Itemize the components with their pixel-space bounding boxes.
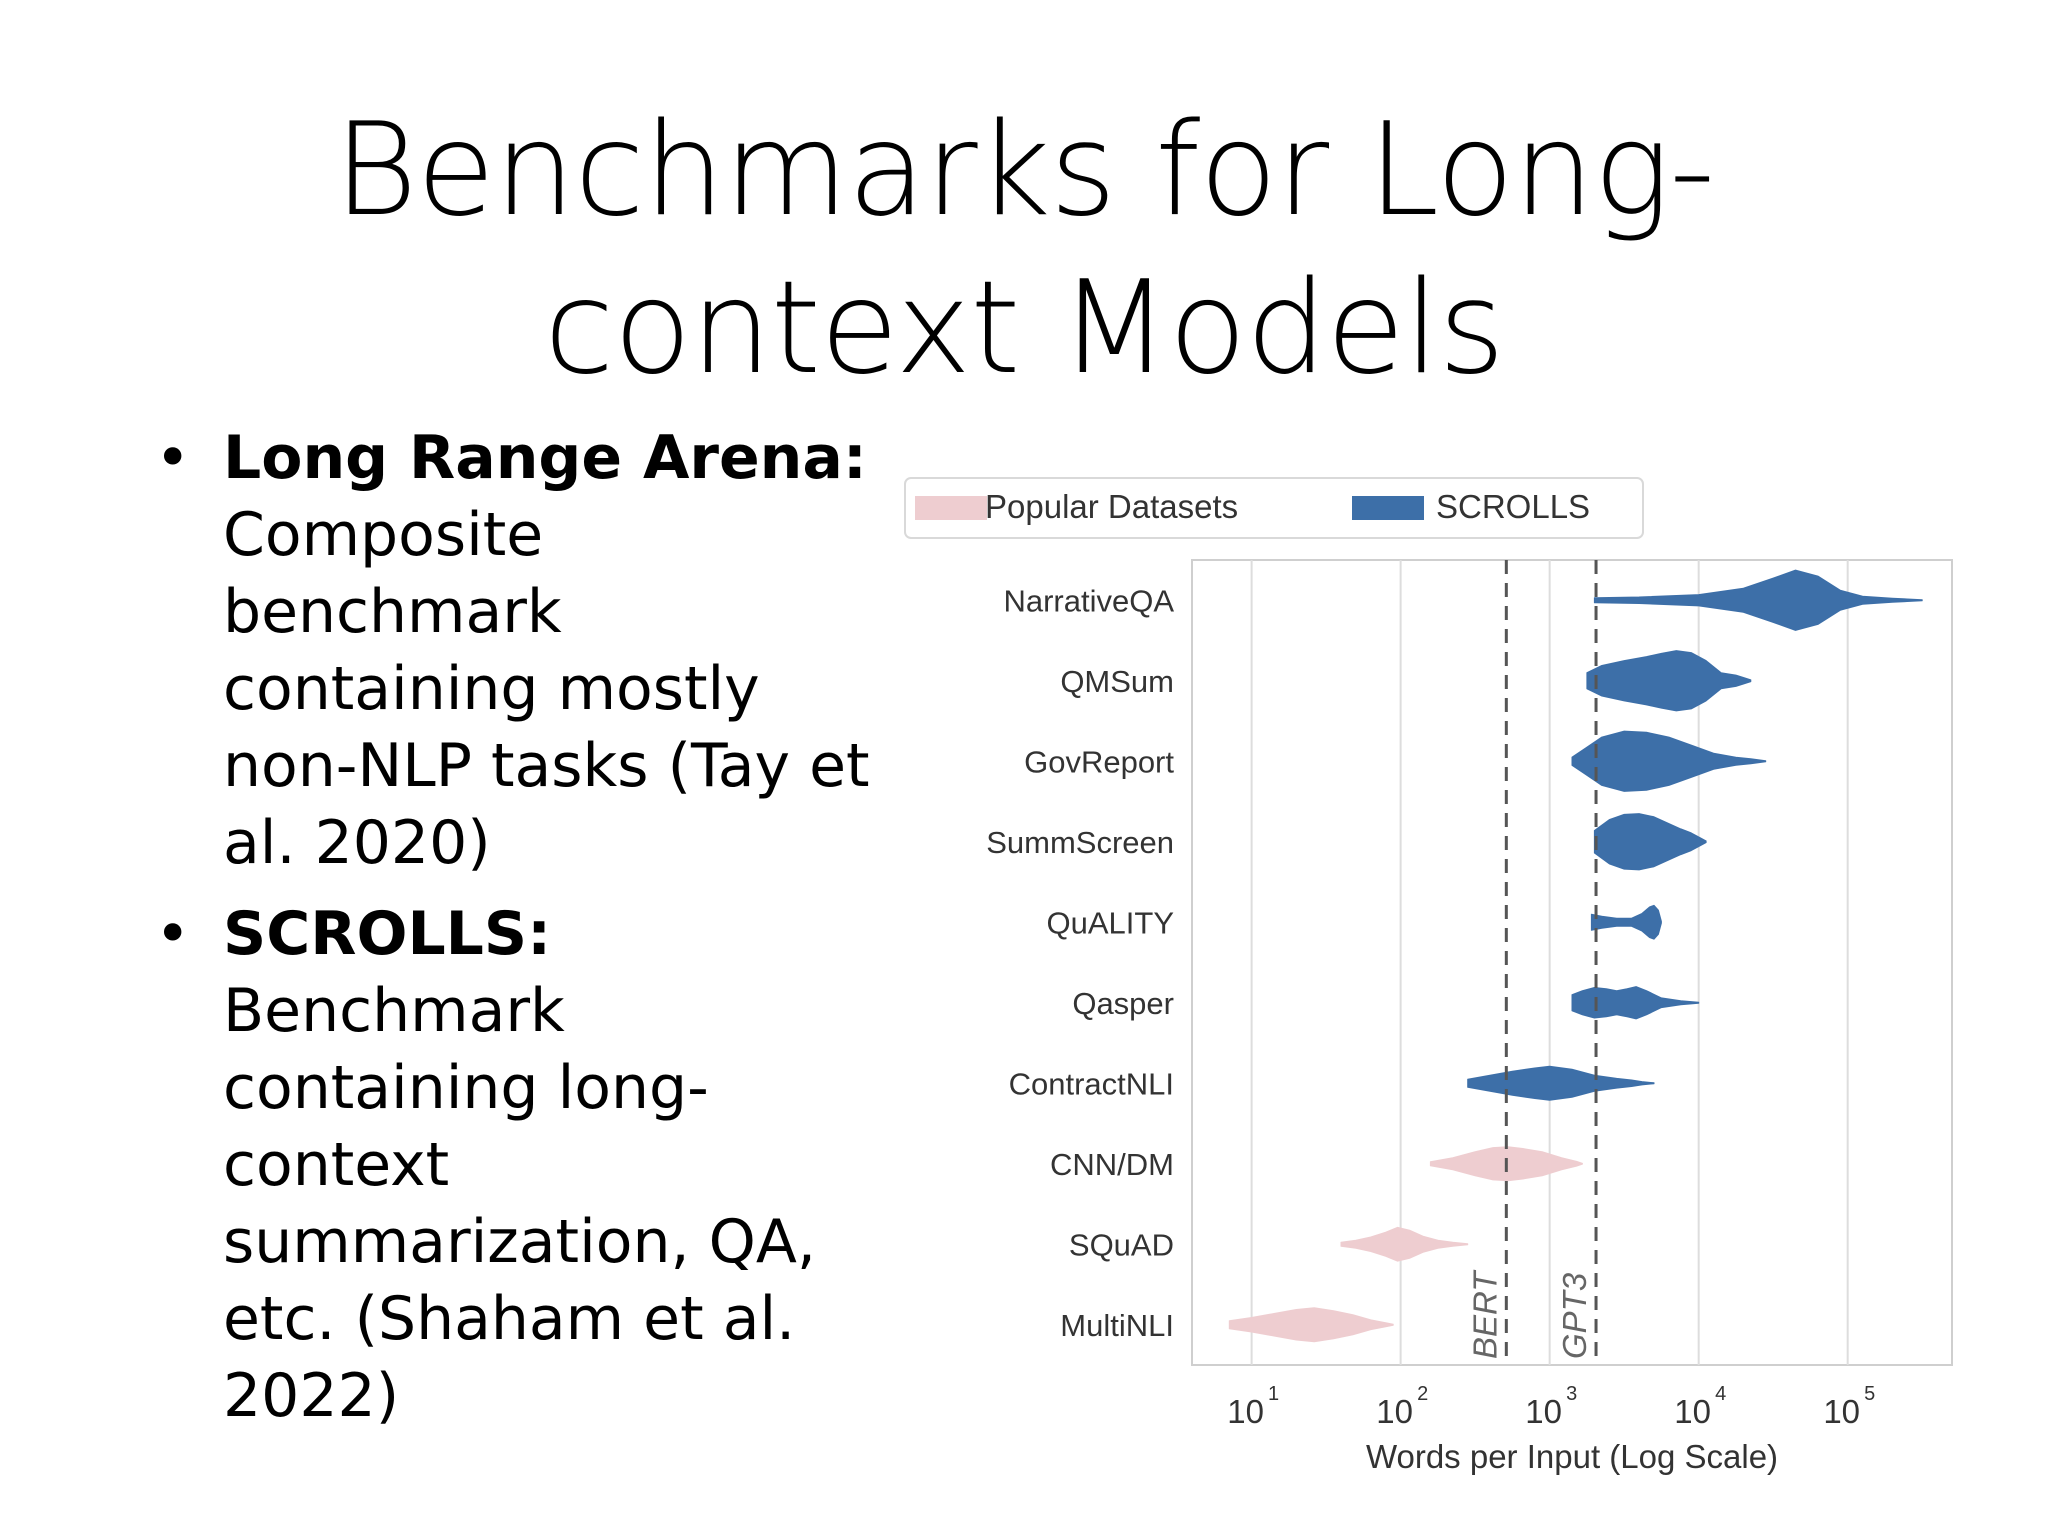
y-tick-label: QMSum [1060,664,1174,699]
violin-chart: Popular Datasets SCROLLS 10 1 10 2 10 3 10 4 10 5 Na… [900,460,1980,1490]
legend-swatch [1352,496,1424,520]
bullet-line: summarization, QA, [223,1207,816,1277]
y-tick-label: Qasper [1072,986,1174,1021]
violin-quality [1590,904,1662,940]
bullet-list: • Long Range Arena: Composite benchmark … [155,420,875,1449]
bullet-dot-icon: • [155,423,191,493]
slide-title-line-1: Benchmarks for Long- [333,96,1716,245]
bullet-line: benchmark [223,577,562,647]
slide-title: Benchmarks for Long- context Models [0,92,2048,408]
y-tick-label: SummScreen [986,825,1174,860]
bullet-line: non-NLP tasks (Tay et [223,731,870,801]
bullet-line: context [223,1130,450,1200]
bullet-heading: SCROLLS: [223,899,552,969]
bullet-line: containing mostly [223,654,760,724]
violin-narrativeqa [1593,569,1923,631]
legend-label: Popular Datasets [985,488,1238,525]
y-tick-label: MultiNLI [1060,1308,1174,1343]
bullet-dot-icon: • [155,899,191,969]
violin-summscreen [1593,813,1707,871]
legend-label: SCROLLS [1436,488,1590,525]
x-tick-label: 10 [1227,1393,1264,1430]
bullet-heading: Long Range Arena: [223,423,867,493]
legend-swatch [915,496,987,520]
violin-contractnli [1467,1065,1655,1101]
bullet-line: etc. (Shaham et al. [223,1284,796,1354]
plot-area [1191,559,1953,1366]
y-tick-label: CNN/DM [1050,1147,1174,1182]
reference-label-gpt3: GPT3 [1556,1272,1593,1359]
x-axis-label: Words per Input (Log Scale) [1366,1438,1778,1475]
violin-qmsum [1586,650,1752,712]
y-tick-label: NarrativeQA [1003,583,1174,618]
violin-qasper [1571,986,1700,1020]
x-tick-exponent: 5 [1864,1383,1875,1405]
x-tick-exponent: 4 [1715,1383,1726,1405]
y-tick-label: ContractNLI [1009,1066,1174,1101]
violin-squad [1340,1226,1469,1262]
bullet-line: containing long- [223,1053,709,1123]
bullet-scrolls: • SCROLLS: Benchmark containing long- co… [155,896,875,1435]
y-tick-label: SQuAD [1069,1227,1174,1262]
y-tick-label: GovReport [1024,744,1174,779]
bullet-long-range-arena: • Long Range Arena: Composite benchmark … [155,420,875,882]
x-tick-label: 10 [1376,1393,1413,1430]
violin-govreport [1571,730,1767,792]
reference-label-bert: BERT [1466,1269,1503,1359]
bullet-line: Composite [223,500,544,570]
y-tick-label: QuALITY [1047,905,1175,940]
x-tick-exponent: 1 [1268,1383,1279,1405]
x-tick-exponent: 3 [1566,1383,1577,1405]
legend-box [904,477,1644,539]
bullet-line: Benchmark [223,976,565,1046]
x-tick-label: 10 [1525,1393,1562,1430]
slide-title-line-2: context Models [543,254,1505,403]
x-tick-label: 10 [1823,1393,1860,1430]
violin-multinli [1228,1307,1394,1343]
bullet-line: 2022) [223,1361,400,1431]
x-tick-label: 10 [1674,1393,1711,1430]
bullet-line: al. 2020) [223,808,491,878]
x-tick-exponent: 2 [1417,1383,1428,1405]
